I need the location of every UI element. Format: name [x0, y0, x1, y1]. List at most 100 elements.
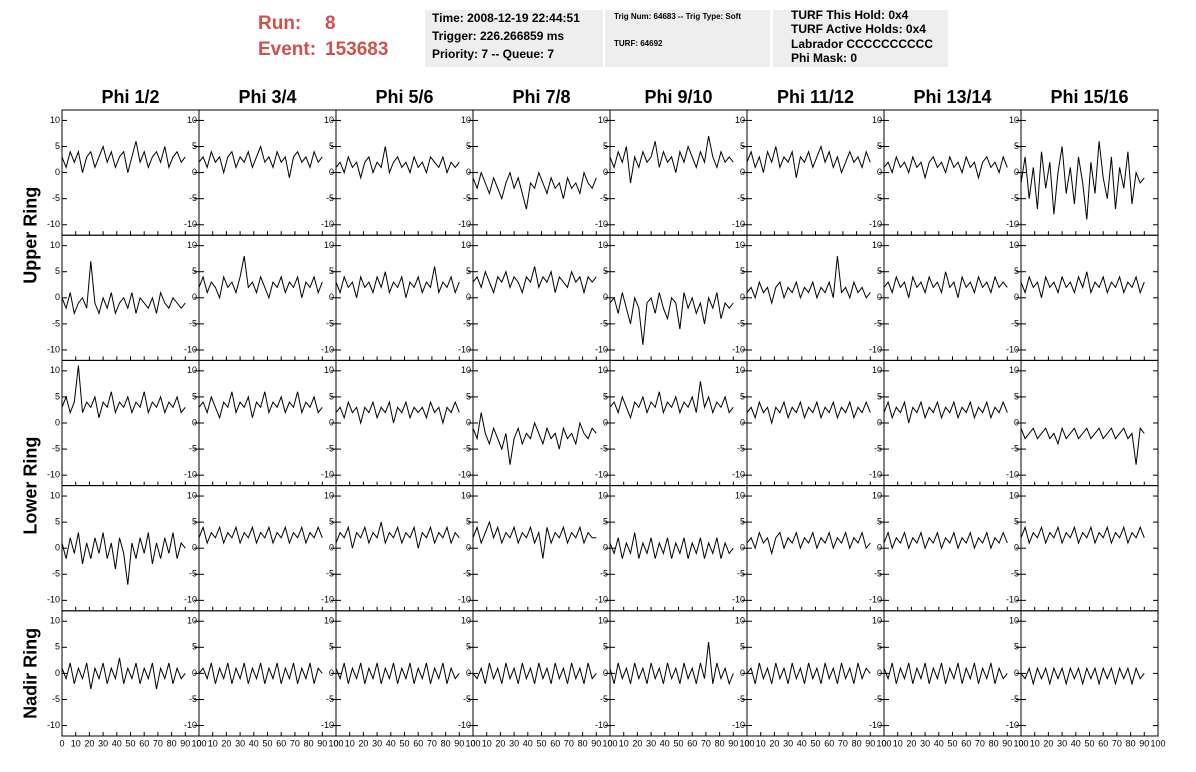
y-tick-label: -10 [458, 219, 471, 229]
y-tick-label: 0 [329, 417, 334, 427]
x-tick-label: 70 [1112, 738, 1122, 748]
y-tick-label: 10 [598, 616, 608, 626]
y-tick-label: -5 [326, 694, 334, 704]
panel-frame [472, 109, 611, 236]
y-tick-label: -10 [732, 720, 745, 730]
y-tick-label: -5 [326, 443, 334, 453]
x-tick-label: 0 [333, 738, 338, 748]
x-tick-label: 90 [1139, 738, 1149, 748]
y-tick-label: 10 [1009, 490, 1019, 500]
x-tick-label: 40 [523, 738, 533, 748]
panel-frame [609, 109, 748, 236]
y-tick-label: -5 [463, 694, 471, 704]
x-tick-label: 30 [646, 738, 656, 748]
y-tick-label: 0 [466, 167, 471, 177]
y-tick-label: -10 [321, 470, 334, 480]
y-tick-label: 0 [192, 668, 197, 678]
waveform [198, 662, 323, 684]
y-tick-label: 5 [740, 391, 745, 401]
y-tick-label: 0 [740, 417, 745, 427]
info-line: TURF This Hold: 0x4 [791, 8, 909, 22]
y-tick-label: 0 [603, 543, 608, 553]
info-line: TURF Active Holds: 0x4 [791, 22, 926, 36]
waveform [1020, 271, 1145, 298]
waveform [746, 662, 871, 684]
y-tick-label: 10 [324, 365, 334, 375]
y-tick-label: 10 [1009, 115, 1019, 125]
y-tick-label: 0 [877, 292, 882, 302]
x-tick-label: 100 [1013, 738, 1028, 748]
y-tick-label: 5 [329, 516, 334, 526]
x-tick-label: 60 [276, 738, 286, 748]
x-tick-label: 0 [1018, 738, 1023, 748]
run: 8 [325, 13, 336, 34]
y-tick-label: 5 [55, 391, 60, 401]
y-tick-label: -10 [47, 595, 60, 605]
column-title: Phi 9/10 [644, 87, 712, 107]
y-tick-label: 10 [461, 240, 471, 250]
y-tick-label: -5 [189, 443, 197, 453]
y-tick-label: 10 [50, 490, 60, 500]
y-tick-label: -10 [1006, 720, 1019, 730]
y-tick-label: 5 [740, 642, 745, 652]
y-tick-label: -10 [869, 219, 882, 229]
y-tick-label: 0 [192, 167, 197, 177]
waveform [746, 530, 871, 556]
y-tick-label: -5 [1011, 193, 1019, 203]
y-tick-label: 10 [324, 240, 334, 250]
panel-frame [746, 234, 885, 361]
y-tick-label: -5 [463, 569, 471, 579]
y-tick-label: 10 [324, 490, 334, 500]
y-tick-label: -10 [321, 219, 334, 229]
y-tick-label: -10 [732, 470, 745, 480]
y-tick-label: 5 [329, 141, 334, 151]
y-tick-label: -5 [737, 318, 745, 328]
x-tick-label: 80 [715, 738, 725, 748]
panel-frame [335, 359, 474, 487]
y-tick-label: 5 [55, 266, 60, 276]
panel-frame [609, 359, 748, 487]
y-tick-label: 0 [466, 417, 471, 427]
y-tick-label: -10 [869, 595, 882, 605]
y-tick-label: -10 [595, 720, 608, 730]
y-tick-label: 5 [55, 516, 60, 526]
x-tick-label: 0 [607, 738, 612, 748]
x-tick-label: 70 [564, 738, 574, 748]
x-tick-label: 20 [84, 738, 94, 748]
y-tick-label: 0 [603, 417, 608, 427]
y-tick-label: 5 [603, 141, 608, 151]
x-tick-label: 30 [920, 738, 930, 748]
x-tick-label: 10 [482, 738, 492, 748]
y-tick-label: 10 [187, 365, 197, 375]
x-tick-label: 70 [290, 738, 300, 748]
panel-frame [335, 610, 474, 737]
x-tick-label: 20 [358, 738, 368, 748]
y-tick-label: 5 [740, 266, 745, 276]
panel-frame [609, 485, 748, 612]
y-tick-label: 5 [192, 266, 197, 276]
waveform [61, 657, 186, 690]
x-tick-label: 20 [769, 738, 779, 748]
y-tick-label: 10 [735, 490, 745, 500]
y-tick-label: 0 [877, 417, 882, 427]
y-tick-label: 0 [329, 668, 334, 678]
y-tick-label: 5 [603, 642, 608, 652]
y-tick-label: -5 [600, 443, 608, 453]
y-tick-label: 0 [877, 668, 882, 678]
y-tick-label: 5 [877, 642, 882, 652]
y-tick-label: 0 [55, 543, 60, 553]
x-tick-label: 10 [208, 738, 218, 748]
y-tick-label: 5 [192, 141, 197, 151]
waveform [61, 141, 186, 173]
y-tick-label: 0 [603, 668, 608, 678]
x-tick-label: 50 [1084, 738, 1094, 748]
x-tick-label: 80 [304, 738, 314, 748]
y-tick-label: -10 [595, 470, 608, 480]
y-tick-label: 0 [740, 292, 745, 302]
x-tick-label: 40 [797, 738, 807, 748]
y-tick-label: 0 [877, 543, 882, 553]
waveform [472, 266, 597, 295]
column-title: Phi 13/14 [913, 87, 991, 107]
panel-frame [335, 485, 474, 612]
y-tick-label: 10 [50, 365, 60, 375]
